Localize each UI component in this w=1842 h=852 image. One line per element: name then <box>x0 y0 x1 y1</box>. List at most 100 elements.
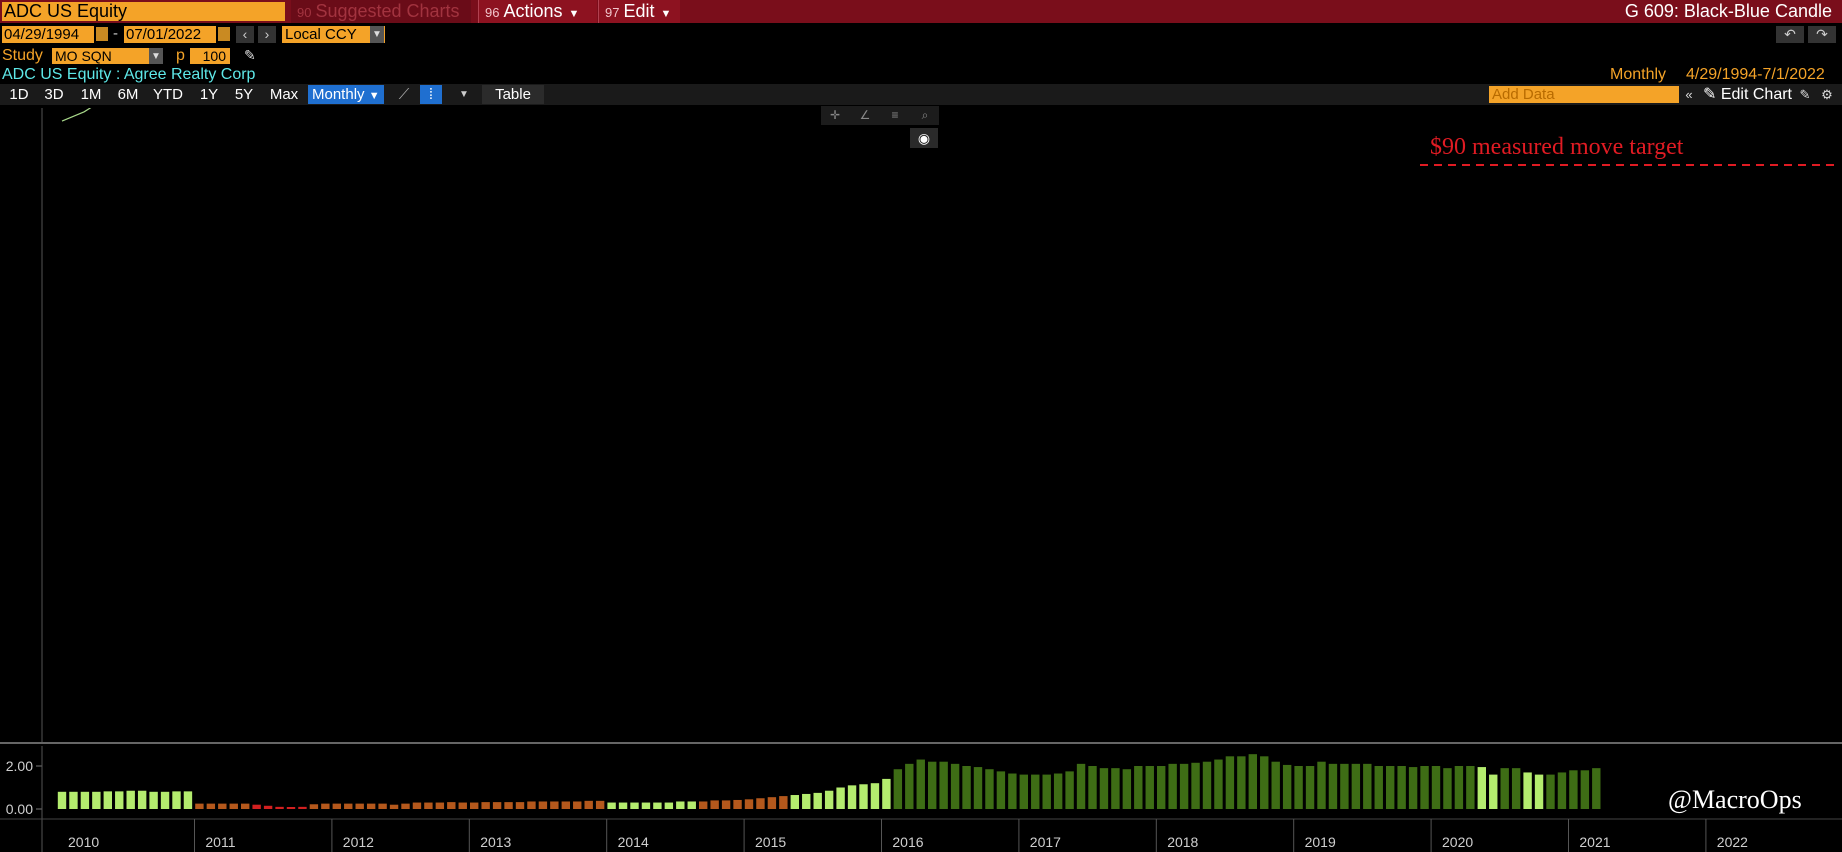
momentum-bar <box>1237 756 1246 809</box>
period-label: p <box>176 47 185 64</box>
range-3d-button[interactable]: 3D <box>44 86 64 103</box>
pencil-icon[interactable]: ✎ <box>244 47 256 63</box>
draw-line-icon[interactable]: ∠ <box>859 108 871 122</box>
prev-period-button[interactable]: ‹ <box>236 26 254 43</box>
actions-menu[interactable]: 96 Actions ▼ <box>478 0 597 23</box>
chart-settings-icon[interactable]: ◉ <box>910 128 938 148</box>
calendar-icon[interactable] <box>96 27 108 41</box>
candle-chart-icon[interactable]: ⁞ <box>420 85 442 104</box>
watermark: @MacroOps <box>1668 785 1802 814</box>
price-chart[interactable]: 2030405060708090 $90 measured move targe… <box>0 108 1842 852</box>
momentum-bar <box>1065 771 1074 809</box>
range-1d-button[interactable]: 1D <box>9 86 29 103</box>
momentum-bar <box>882 778 891 809</box>
frequency-select[interactable]: Monthly ▼ <box>308 85 384 104</box>
momentum-bar <box>1420 766 1429 809</box>
momentum-tick-label: 0.00 <box>6 801 33 817</box>
caret-down-icon: ▼ <box>368 90 380 102</box>
range-max-button[interactable]: Max <box>269 86 299 103</box>
double-chevron-left-icon[interactable]: « <box>1685 87 1693 102</box>
currency-select[interactable]: Local CCY <box>282 26 385 43</box>
momentum-bar <box>458 802 467 809</box>
x-tick-label: 2012 <box>343 834 374 850</box>
actions-label: Actions <box>503 1 563 21</box>
chart-tools: ✛ ∠ ≡ ⌕ <box>821 106 939 125</box>
chart-title: G 609: Black-Blue Candle <box>1624 1 1832 21</box>
line-chart-icon[interactable]: ⟋ <box>398 86 410 103</box>
date-range-label: 4/29/1994-7/1/2022 <box>1686 66 1825 83</box>
momentum-bar <box>504 802 513 809</box>
momentum-bar <box>1443 768 1452 809</box>
top-bar: ADC US Equity 90 Suggested Charts 96 Actio… <box>0 0 1842 23</box>
period-field[interactable]: 100 <box>190 48 230 64</box>
edit-menu[interactable]: 97 Edit ▼ <box>598 0 680 23</box>
table-button[interactable]: Table <box>482 85 544 104</box>
momentum-bar <box>1557 772 1567 809</box>
momentum-bar <box>1546 774 1555 809</box>
momentum-bar <box>1179 763 1189 809</box>
suggested-charts-code: 90 <box>297 5 312 20</box>
momentum-bar <box>481 802 490 809</box>
momentum-bar <box>1305 766 1315 809</box>
momentum-bar <box>595 800 605 809</box>
x-axis: 2010 2011 2012 2013 2014 2015 2016 2017 2018 2019… <box>0 818 1842 852</box>
ticker-field[interactable]: ADC US Equity <box>2 2 285 21</box>
momentum-bar <box>424 802 433 809</box>
start-date-field[interactable]: 04/29/1994 <box>2 26 94 43</box>
frequency-label: Monthly <box>1610 66 1667 83</box>
momentum-bar <box>710 800 719 809</box>
x-tick-label: 2020 <box>1442 834 1473 850</box>
chevron-down-icon[interactable]: ▼ <box>459 89 469 100</box>
momentum-bar <box>802 793 811 809</box>
chevron-down-icon[interactable]: ▼ <box>370 26 384 43</box>
momentum-bar <box>263 805 273 809</box>
chevron-down-icon[interactable]: ▼ <box>149 48 163 64</box>
zoom-icon[interactable]: ⌕ <box>921 108 929 122</box>
calendar-icon[interactable] <box>218 27 230 41</box>
momentum-bar <box>767 797 777 809</box>
suggested-charts-button[interactable]: 90 Suggested Charts <box>291 0 471 23</box>
range-toolbar: 1D 3D 1M 6M YTD 1Y 5Y Max Monthly ▼ ⟋ ⁞ … <box>0 84 1842 105</box>
momentum-bar <box>321 803 330 809</box>
momentum-bar <box>1191 762 1200 809</box>
annotation-list-icon[interactable]: ≡ <box>891 108 899 122</box>
range-6m-button[interactable]: 6M <box>117 86 139 103</box>
range-5y-button[interactable]: 5Y <box>234 86 254 103</box>
momentum-bar <box>183 791 193 809</box>
crosshair-icon[interactable]: ✛ <box>829 108 841 122</box>
momentum-bar <box>1145 766 1154 809</box>
range-1y-button[interactable]: 1Y <box>199 86 219 103</box>
x-tick-label: 2017 <box>1030 834 1061 850</box>
momentum-bar <box>1031 774 1040 809</box>
momentum-bar <box>252 804 261 809</box>
momentum-bar <box>538 801 548 809</box>
redo-icon[interactable]: ↷ <box>1808 26 1836 43</box>
momentum-bar <box>687 801 696 809</box>
range-ytd-button[interactable]: YTD <box>153 86 183 103</box>
momentum-bar <box>401 803 410 809</box>
momentum-bar <box>1454 766 1464 809</box>
momentum-bar <box>1489 774 1498 809</box>
caret-down-icon: ▼ <box>568 8 580 20</box>
range-1m-button[interactable]: 1M <box>80 86 102 103</box>
momentum-bar <box>779 796 788 809</box>
end-date-field[interactable]: 07/01/2022 <box>124 26 216 43</box>
study-field[interactable]: MO SQN <box>52 48 150 64</box>
momentum-bar <box>744 799 754 809</box>
momentum-bar <box>641 802 651 809</box>
undo-icon[interactable]: ↶ <box>1776 26 1804 43</box>
study-row: Study MO SQN ▼ p 100 ✎ <box>0 46 1842 66</box>
next-period-button[interactable]: › <box>258 26 276 43</box>
edit-settings-icon[interactable]: ✎ <box>1799 87 1811 102</box>
momentum-bar <box>859 784 868 809</box>
momentum-bar <box>1111 768 1120 809</box>
gear-icon[interactable]: ⚙ <box>1821 87 1833 102</box>
momentum-bar <box>950 763 960 809</box>
momentum-bar <box>1431 766 1441 809</box>
add-data-input[interactable]: Add Data <box>1489 86 1679 103</box>
momentum-bar <box>447 802 456 809</box>
x-tick-label: 2019 <box>1305 834 1336 850</box>
edit-chart-button[interactable]: ✎ Edit Chart <box>1703 84 1792 105</box>
momentum-bar <box>561 801 570 809</box>
momentum-bar <box>1260 756 1269 809</box>
